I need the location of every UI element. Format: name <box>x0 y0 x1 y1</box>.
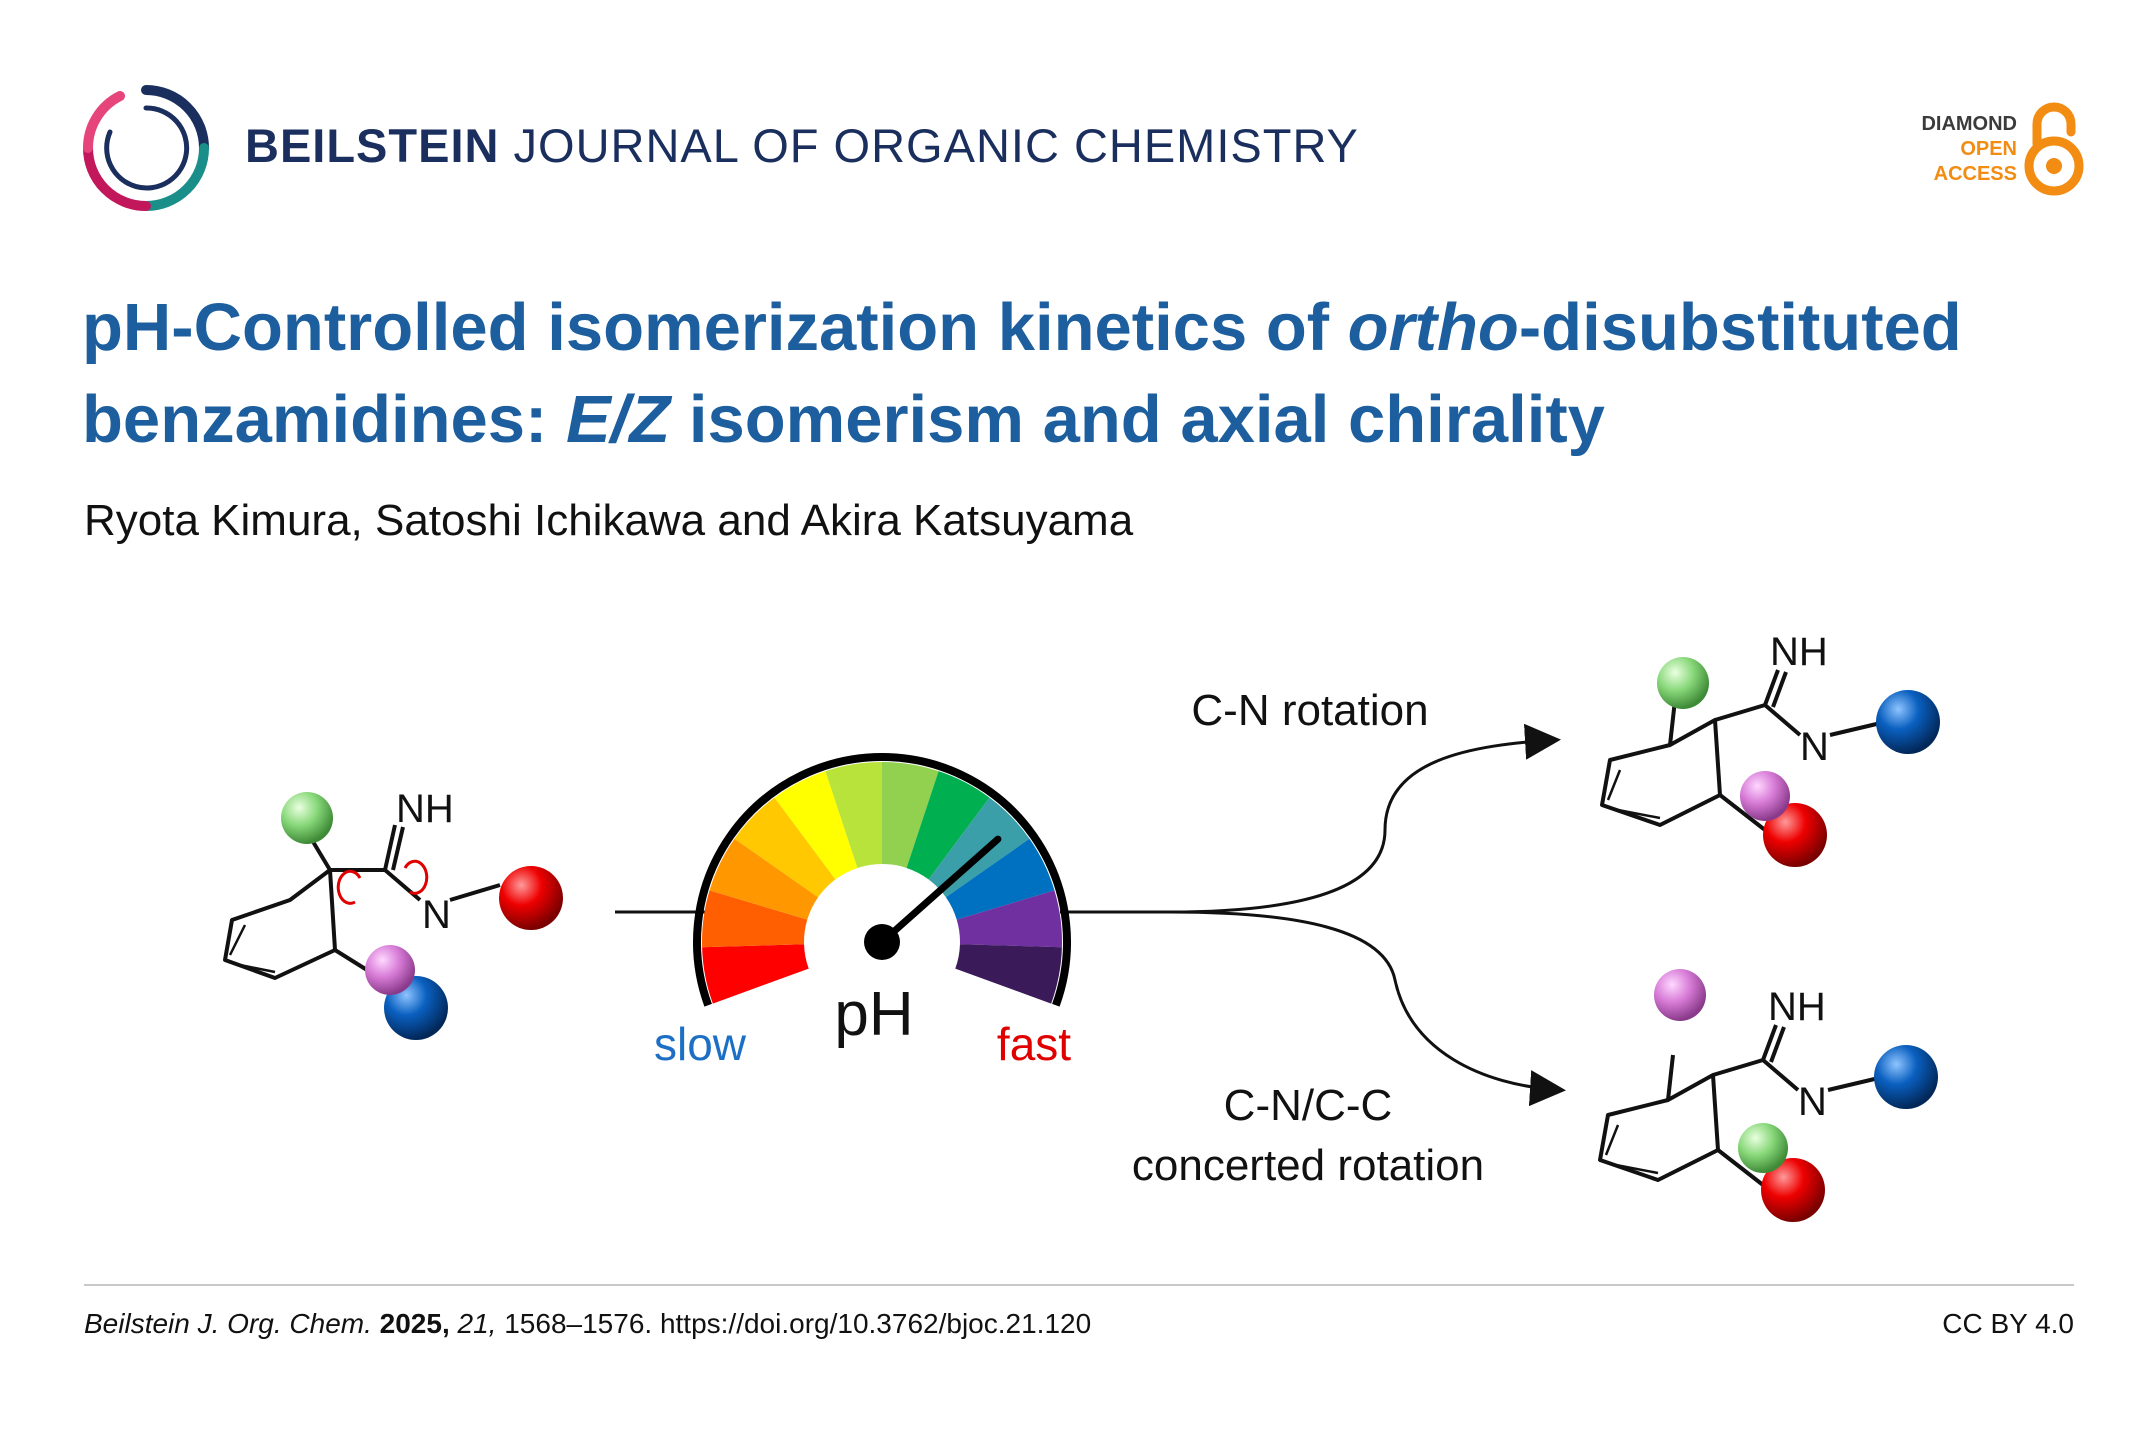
upper-pink-sphere <box>1740 771 1790 821</box>
gauge-segment <box>945 838 1055 920</box>
lower-blue-sphere <box>1874 1045 1938 1109</box>
reactant-nh-label: NH <box>396 787 454 831</box>
gauge-ph-label: pH <box>834 980 913 1049</box>
gauge-segment <box>825 762 882 868</box>
badge-text: DIAMOND OPEN ACCESS <box>1921 112 2017 187</box>
citation-doi[interactable]: 1568–1576. https://doi.org/10.3762/bjoc.… <box>504 1308 1092 1339</box>
upper-product-molecule <box>1600 669 1886 832</box>
upper-arrow <box>1169 723 1561 914</box>
lower-product-n-label: N <box>1798 1080 1827 1124</box>
upper-red-sphere <box>1763 803 1827 867</box>
gauge-segment <box>955 944 1062 1004</box>
title-italic-ortho: ortho <box>1347 290 1519 365</box>
journal-name: BEILSTEIN JOURNAL OF ORGANIC CHEMISTRY <box>245 118 1359 173</box>
gauge-needle <box>878 835 1002 946</box>
upper-green-sphere <box>1657 657 1709 709</box>
lower-pink-sphere <box>1654 969 1706 1021</box>
title-italic-ez: E/Z <box>565 382 671 457</box>
gauge-segment <box>702 890 808 948</box>
lower-red-sphere <box>1761 1158 1825 1222</box>
citation-volume: 21, <box>457 1308 497 1339</box>
title-part-1: pH-Controlled isomerization kinetics of <box>82 290 1348 365</box>
gauge-hub <box>864 924 900 960</box>
license-label: CC BY 4.0 <box>1942 1308 2074 1339</box>
journal-name-rest: JOURNAL OF ORGANIC CHEMISTRY <box>499 119 1359 172</box>
red-sphere <box>499 866 563 930</box>
footer-divider <box>84 1284 2074 1286</box>
article-title: pH-Controlled isomerization kinetics of … <box>82 282 2072 466</box>
green-sphere <box>281 792 333 844</box>
gauge-segment <box>882 762 939 868</box>
reactant-n-label: N <box>422 893 451 937</box>
citation: Beilstein J. Org. Chem. 2025, 21, 1568–1… <box>84 1308 1091 1340</box>
journal-logo-icon <box>82 85 209 211</box>
upper-blue-sphere <box>1876 690 1940 754</box>
gauge-segment <box>734 797 836 898</box>
citation-year: 2025, <box>379 1308 450 1339</box>
gauge-segment <box>702 944 809 1004</box>
journal-name-bold: BEILSTEIN <box>245 119 500 172</box>
badge-line-diamond: DIAMOND <box>1921 113 2017 135</box>
lower-arrow <box>1169 910 1566 1107</box>
graphical-abstract: NH N pH slow fast C-N rotation C-N/C-C c… <box>223 630 1940 1222</box>
gauge-fast-label: fast <box>997 1018 1071 1070</box>
upper-path-label: C-N rotation <box>1191 686 1428 735</box>
reactant-molecule <box>223 818 501 980</box>
gauge-segment <box>928 797 1030 898</box>
gauge-slow-label: slow <box>654 1018 747 1070</box>
open-access-lock-icon <box>2024 102 2084 196</box>
gauge-segment <box>709 838 819 920</box>
pink-sphere <box>365 945 415 995</box>
article-authors: Ryota Kimura, Satoshi Ichikawa and Akira… <box>84 496 1134 545</box>
lower-green-sphere <box>1738 1123 1788 1173</box>
citation-journal: Beilstein J. Org. Chem. <box>84 1308 372 1339</box>
lower-product-molecule <box>1598 1024 1884 1187</box>
lower-path-label-line-1: C-N/C-C <box>1224 1081 1393 1130</box>
ph-gauge <box>693 753 1071 1007</box>
title-part-2: -disubstituted benzamidines: <box>82 290 1962 457</box>
gauge-segment <box>774 771 858 880</box>
upper-product-n-label: N <box>1800 725 1829 769</box>
gauge-segment <box>956 890 1062 948</box>
upper-product-nh-label: NH <box>1770 630 1828 674</box>
diamond-open-access-badge: DIAMOND OPEN ACCESS <box>1890 102 2085 197</box>
lower-product-nh-label: NH <box>1768 985 1826 1029</box>
gauge-segment <box>906 771 990 880</box>
lower-path-label-line-2: concerted rotation <box>1132 1141 1484 1190</box>
gauge-rim <box>693 753 1071 1007</box>
badge-line-open: OPEN <box>1960 138 2017 160</box>
title-part-3: isomerism and axial chirality <box>670 382 1605 457</box>
badge-line-access: ACCESS <box>1933 163 2017 185</box>
